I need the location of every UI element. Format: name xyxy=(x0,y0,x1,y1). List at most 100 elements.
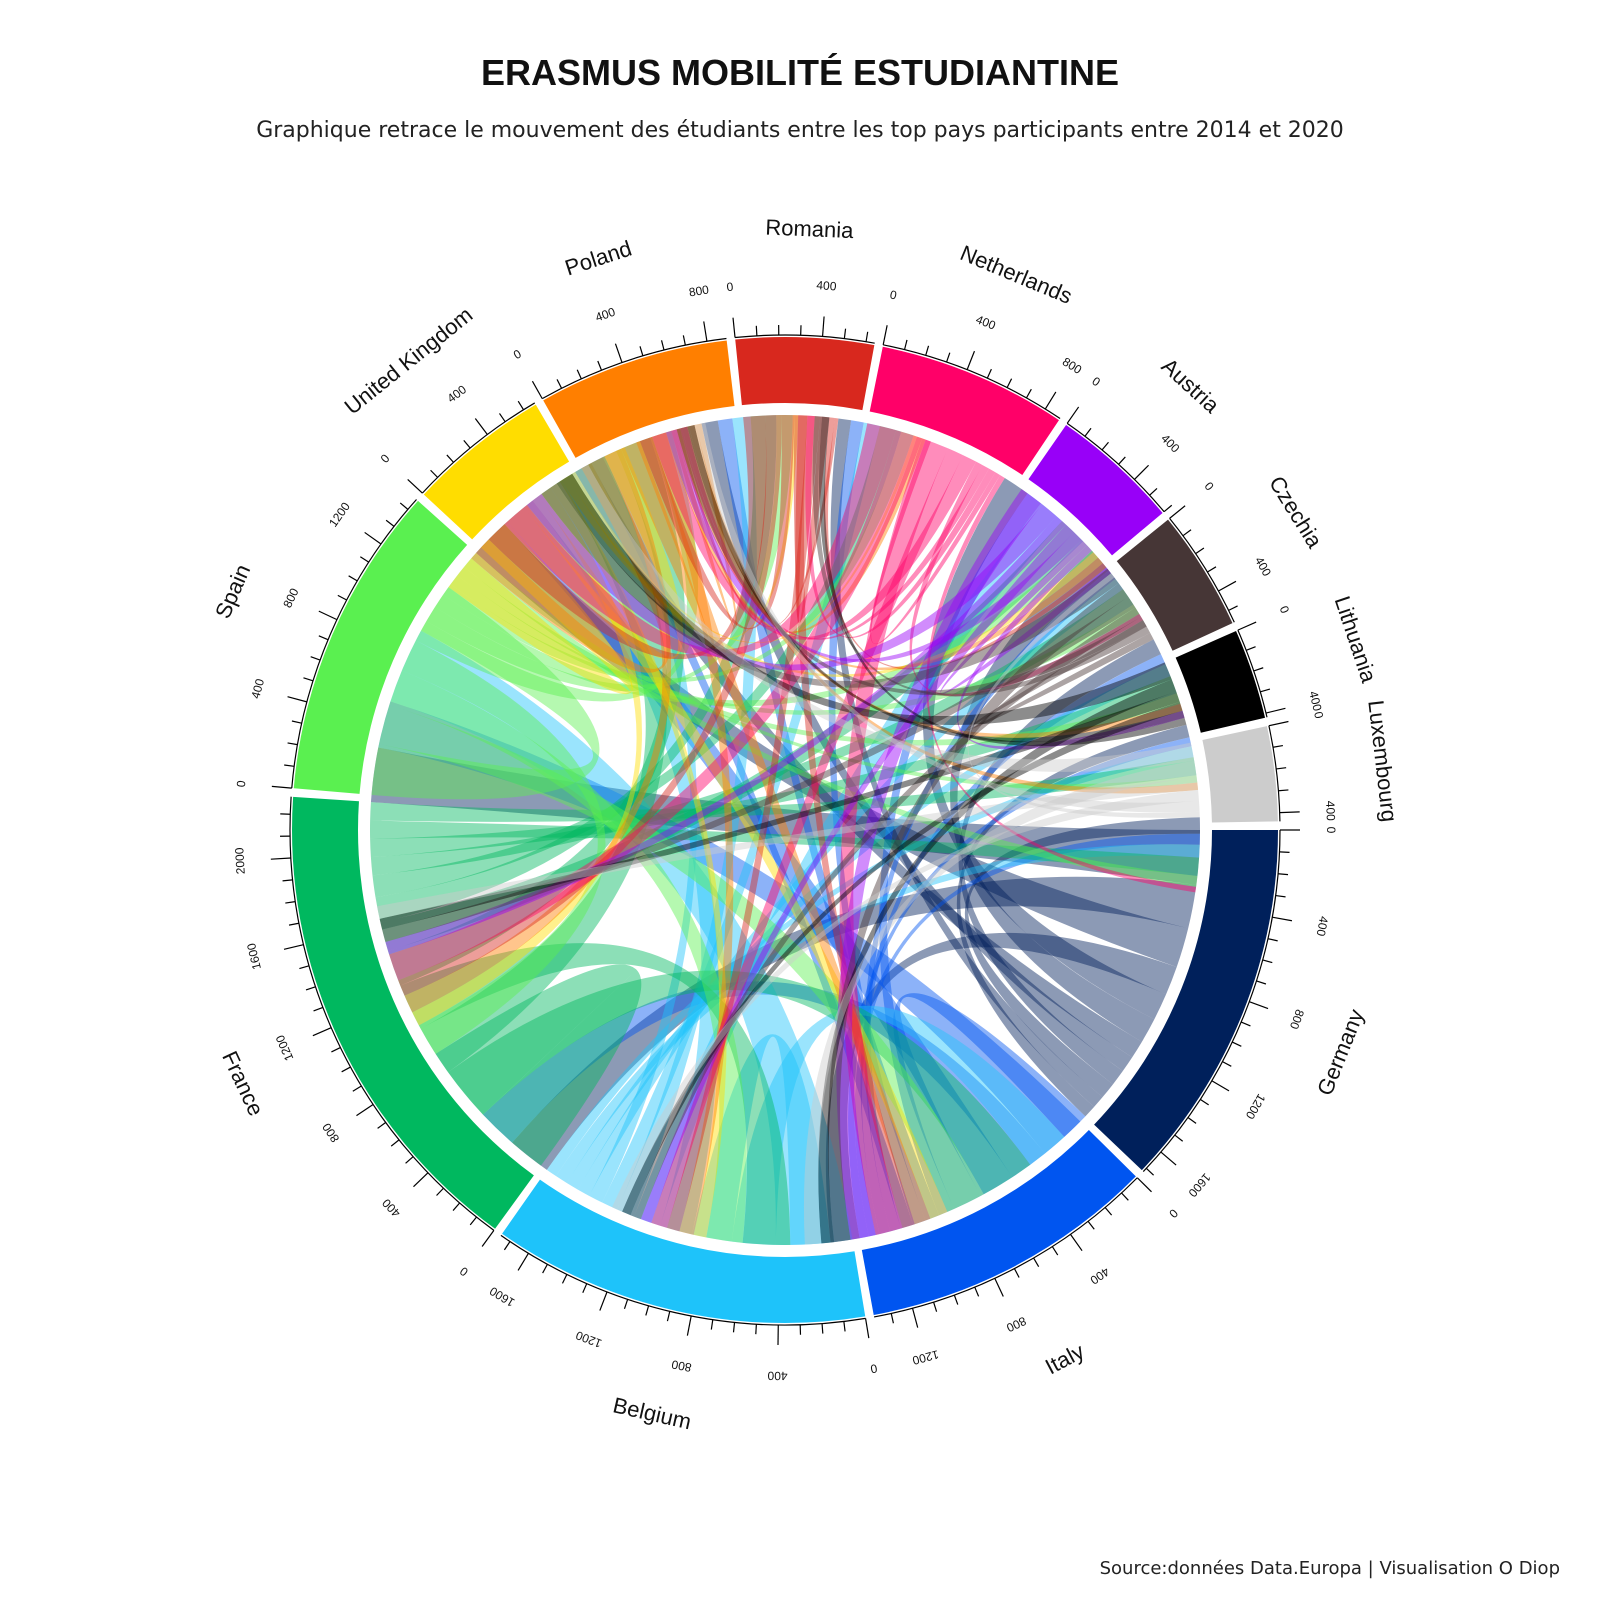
tick-label: 1600 xyxy=(487,1284,517,1310)
tick-mark xyxy=(843,328,847,339)
ribbon-spain-to-germany xyxy=(379,704,984,1212)
tick-mark xyxy=(599,1291,608,1311)
tick-mark xyxy=(953,1294,959,1305)
ribbon-romania-to-france xyxy=(488,415,767,660)
tick-label: 400 xyxy=(1323,801,1338,822)
ribbon-lithuania-to-france xyxy=(556,473,1172,726)
tick-mark xyxy=(1276,767,1287,770)
tick-label: 0 xyxy=(1311,710,1326,720)
tick-mark xyxy=(399,502,409,510)
tick-mark xyxy=(463,439,471,449)
tick-mark xyxy=(1174,1134,1184,1142)
tick-mark xyxy=(430,469,439,478)
tick-label: 1200 xyxy=(326,499,353,529)
tick-mark xyxy=(1279,811,1300,814)
ribbon-spain-to-united-kingdom xyxy=(415,430,699,702)
tick-mark xyxy=(1118,456,1126,465)
ribbon-belgium-to-poland xyxy=(617,416,757,1217)
ribbon-poland-to-romania xyxy=(665,429,926,634)
ribbon-romania-to-belgium xyxy=(398,415,782,996)
tick-mark xyxy=(390,1139,400,1147)
tick-mark xyxy=(1218,580,1237,592)
sector-label-france: France xyxy=(217,1047,269,1120)
tick-label: 400 xyxy=(248,677,267,700)
tick-label: 800 xyxy=(1004,1314,1028,1335)
ribbon-italy-to-spain xyxy=(504,500,1013,1197)
tick-mark xyxy=(303,677,314,682)
tick-label: 800 xyxy=(1060,355,1085,378)
ribbon-poland-to-germany xyxy=(636,436,931,1225)
ribbon-united-kingdom-to-netherlands xyxy=(561,476,1099,677)
tick-mark xyxy=(903,339,908,350)
sector-band-united-kingdom xyxy=(423,404,570,540)
tick-mark xyxy=(556,379,563,389)
ribbon-belgium-to-italy xyxy=(691,1034,831,1245)
tick-mark xyxy=(732,317,736,338)
tick-label: 1600 xyxy=(244,942,264,972)
tick-mark xyxy=(318,635,329,641)
tick-mark xyxy=(313,1006,324,1012)
tick-mark xyxy=(911,1308,919,1328)
tick-mark xyxy=(576,369,582,380)
tick-mark xyxy=(1163,504,1173,513)
tick-mark xyxy=(1051,1246,1059,1256)
ribbon-lithuania-to-belgium xyxy=(379,691,1180,930)
tick-mark xyxy=(405,1156,414,1164)
sector-band-luxembourg xyxy=(1202,726,1278,823)
tick-mark xyxy=(1087,1220,1095,1230)
sector-band-france xyxy=(291,796,534,1229)
ribbon-netherlands-to-germany xyxy=(839,438,948,1235)
tick-mark xyxy=(337,594,347,601)
sector-label-lithuania: Lithuania xyxy=(1330,593,1382,686)
tick-mark xyxy=(1275,894,1286,898)
chart-title: ERASMUS MOBILITÉ ESTUDIANTINE xyxy=(480,52,1119,93)
tick-mark xyxy=(994,1278,1004,1297)
ribbon-romania-to-poland xyxy=(795,415,830,624)
ribbon-italy-to-romania xyxy=(828,420,926,1225)
tick-mark xyxy=(469,1216,477,1226)
tick-mark xyxy=(310,656,321,661)
tick-mark xyxy=(1187,1117,1197,1124)
tick-mark xyxy=(407,479,423,494)
ribbon-france-to-netherlands xyxy=(380,521,1084,951)
tick-mark xyxy=(271,785,292,789)
tick-mark xyxy=(531,380,543,399)
sector-axis-luxembourg xyxy=(1268,725,1281,822)
sector-band-germany xyxy=(1094,830,1278,1171)
tick-label: 0 xyxy=(457,1264,471,1279)
tick-label: 0 xyxy=(511,346,524,362)
sector-label-poland: Poland xyxy=(562,236,635,281)
tick-label: 800 xyxy=(688,282,710,299)
ribbon-germany-to-belgium xyxy=(512,876,1197,1170)
tick-mark xyxy=(1104,1207,1113,1216)
ribbon-france-to-united-kingdom xyxy=(388,437,686,986)
tick-mark xyxy=(517,400,524,411)
tick-mark xyxy=(1195,547,1205,555)
tick-label: 0 xyxy=(1277,604,1293,616)
sector-band-lithuania xyxy=(1175,630,1266,733)
tick-label: 400 xyxy=(594,305,618,325)
tick-mark xyxy=(1145,1167,1155,1176)
ribbon-united-kingdom-to-italy xyxy=(550,480,727,1238)
ribbon-united-kingdom-to-spain xyxy=(507,447,684,660)
ribbon-luxembourg-to-belgium xyxy=(377,776,1199,919)
tick-mark xyxy=(1253,667,1264,672)
sector-label-italy: Italy xyxy=(1041,1338,1088,1379)
tick-label: 0 xyxy=(726,280,734,295)
tick-mark xyxy=(1278,873,1289,876)
sector-axis-germany xyxy=(1142,829,1281,1172)
ribbon-france-to-germany xyxy=(448,970,1031,1195)
tick-mark xyxy=(1084,427,1092,437)
ribbon-austria-to-germany xyxy=(836,489,1043,1240)
tick-mark xyxy=(318,610,338,621)
tick-mark xyxy=(1249,1001,1269,1010)
ribbon-italy-to-poland xyxy=(717,418,939,1221)
tick-label: 400 xyxy=(816,278,837,294)
tick-mark xyxy=(359,556,370,563)
tick-mark xyxy=(882,325,888,345)
tick-label: 400 xyxy=(974,312,998,333)
tick-mark xyxy=(1278,789,1289,792)
tick-label: 400 xyxy=(445,382,470,405)
sector-label-netherlands: Netherlands xyxy=(957,240,1076,309)
